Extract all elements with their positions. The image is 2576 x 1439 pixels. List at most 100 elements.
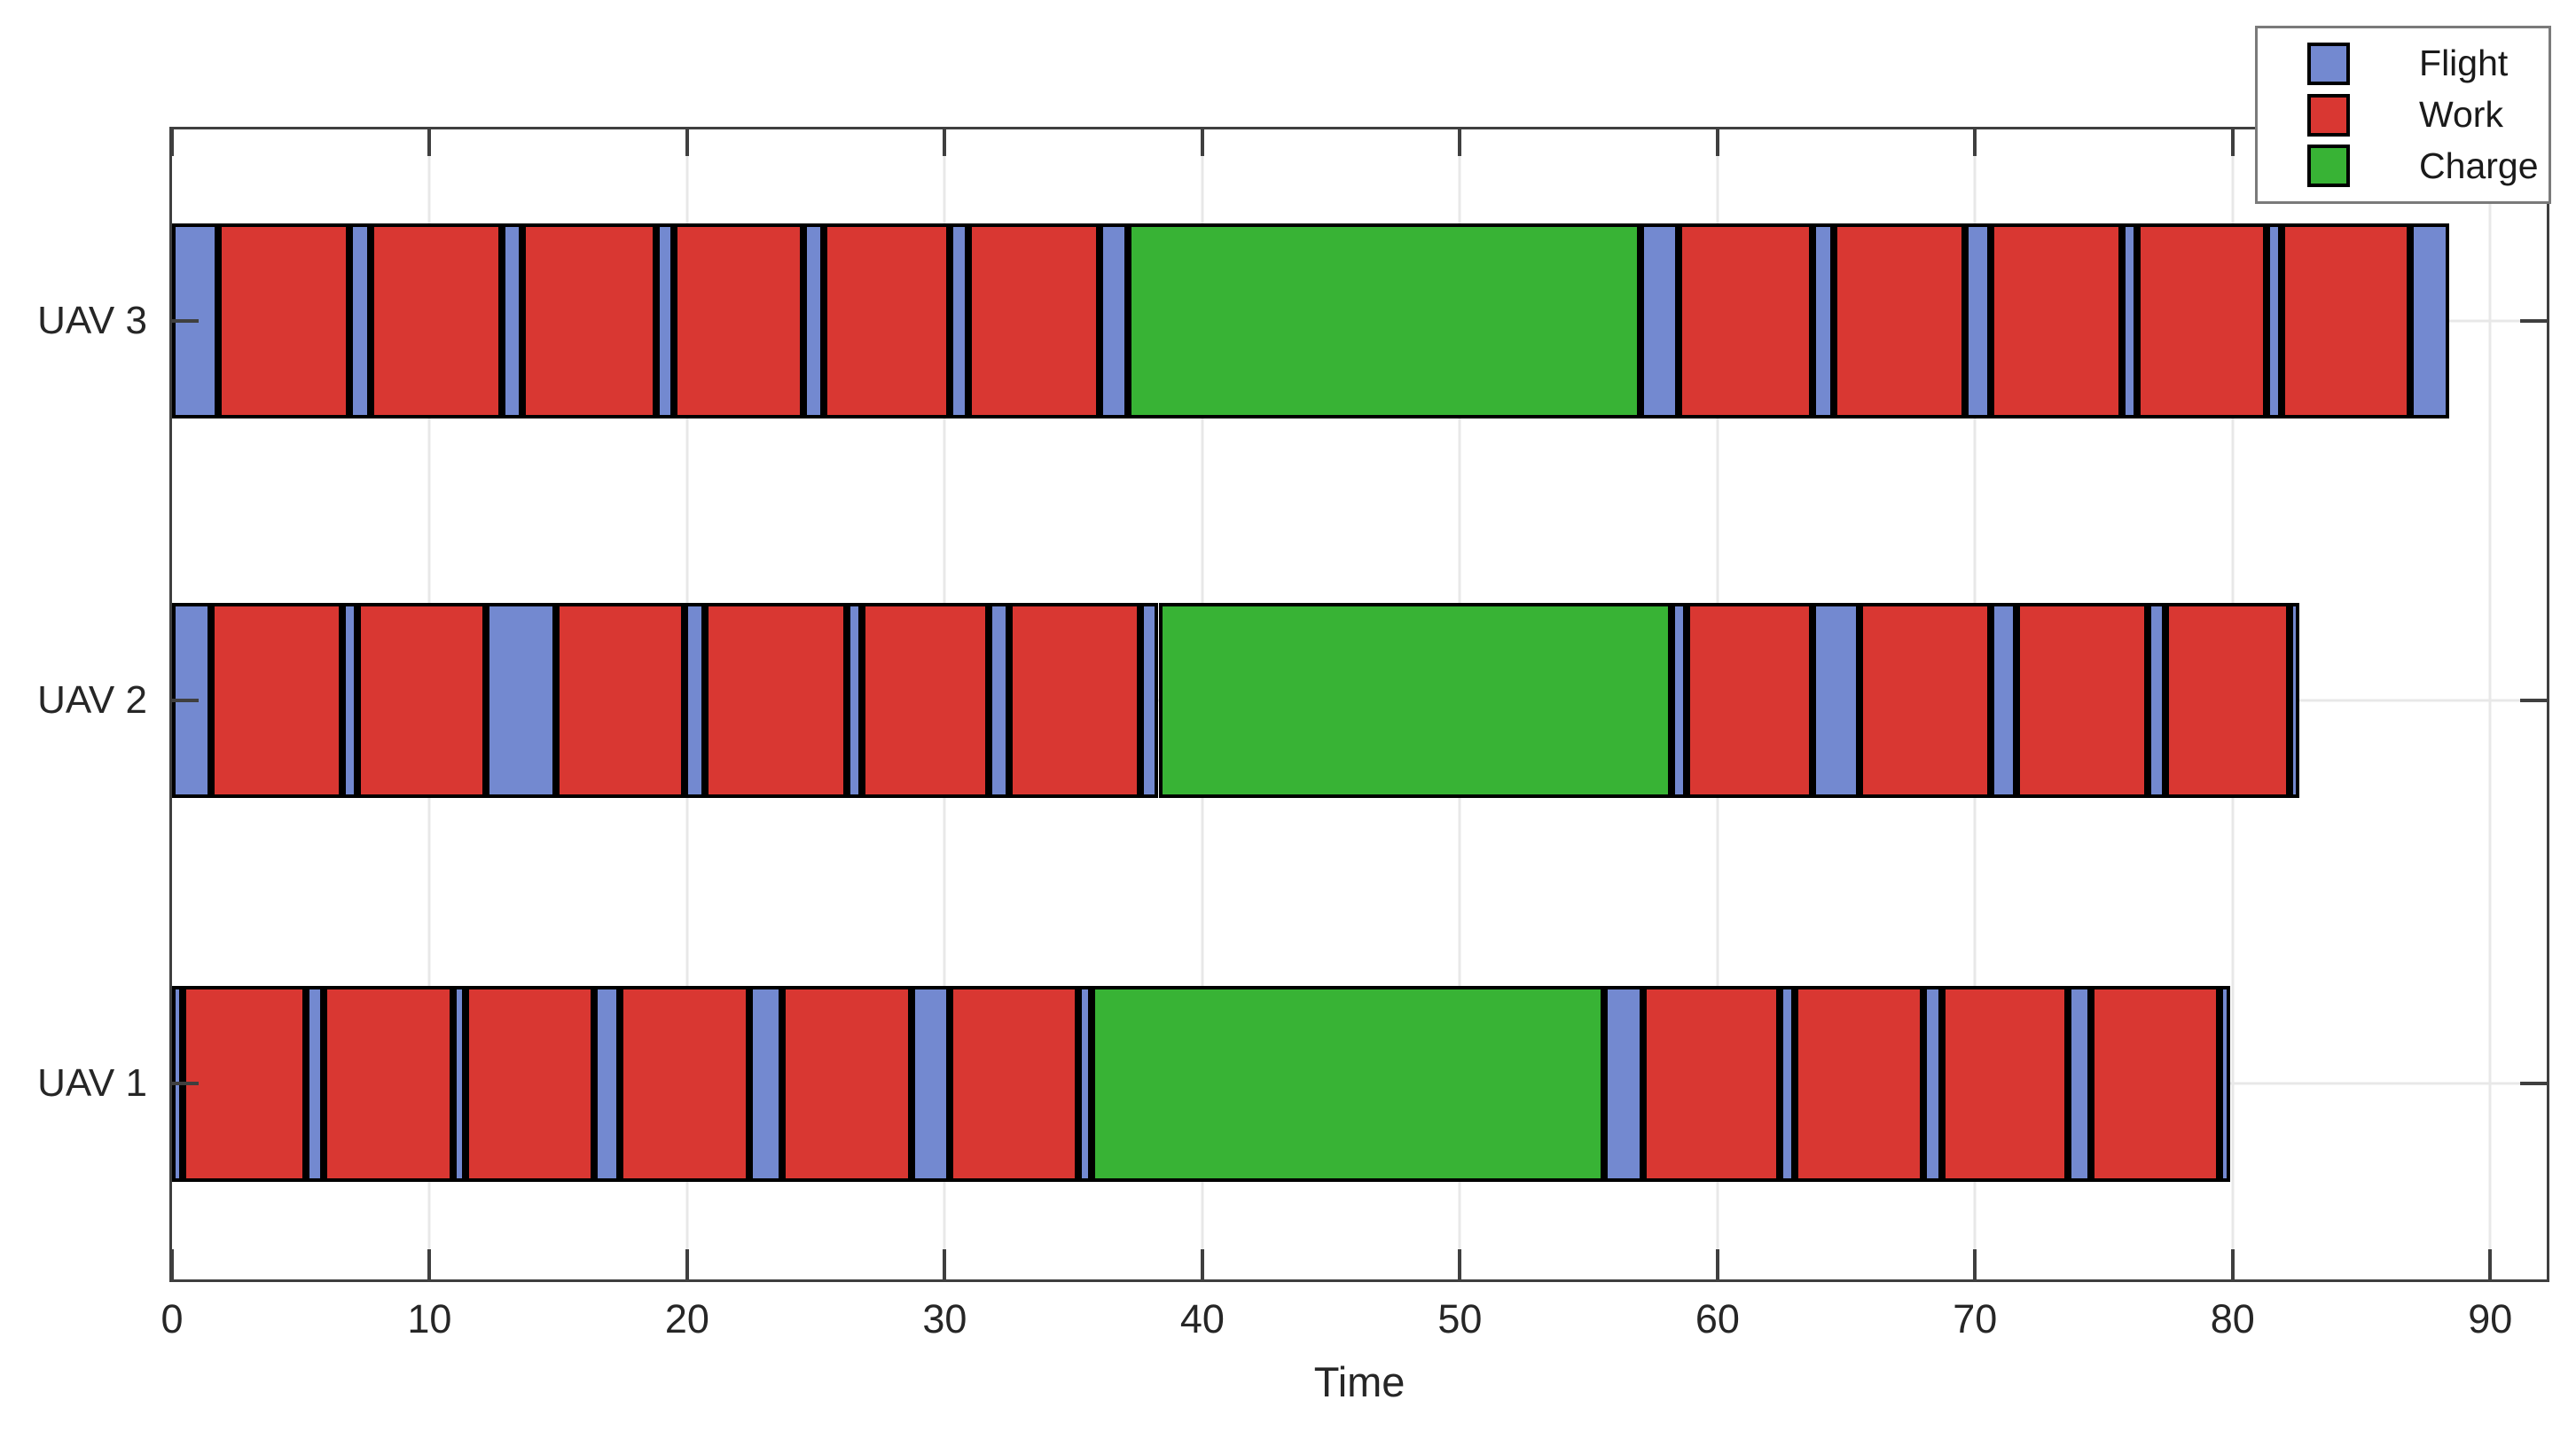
- x-tick-mark-top: [1715, 129, 1719, 156]
- x-tick-mark: [1973, 1248, 1977, 1279]
- y-tick-mark-right: [2520, 1082, 2548, 1086]
- segment-flight: [748, 986, 783, 1182]
- x-tick-label: 80: [2210, 1295, 2255, 1341]
- segment-work: [950, 986, 1079, 1182]
- segment-charge: [1127, 223, 1640, 419]
- segment-flight: [1078, 986, 1092, 1182]
- x-tick-mark: [1715, 1248, 1719, 1279]
- segment-charge: [1091, 986, 1605, 1182]
- segment-flight: [1671, 602, 1687, 799]
- segment-work: [370, 223, 502, 419]
- segment-flight: [349, 223, 371, 419]
- segment-work: [2165, 602, 2290, 799]
- x-tick-mark: [2488, 1248, 2493, 1279]
- segment-work: [466, 986, 595, 1182]
- y-tick-label-uav-1: UAV 1: [37, 1061, 147, 1106]
- segment-work: [522, 223, 657, 419]
- segment-flight: [341, 602, 358, 799]
- x-tick-mark-top: [1458, 129, 1462, 156]
- segment-flight: [847, 602, 863, 799]
- segment-flight: [1813, 602, 1860, 799]
- x-tick-mark-top: [685, 129, 689, 156]
- segment-work: [782, 986, 912, 1182]
- segment-work: [1990, 223, 2122, 419]
- segment-work: [324, 986, 453, 1182]
- legend-label-work: Work: [2419, 94, 2503, 136]
- x-tick-label: 10: [407, 1295, 452, 1341]
- segment-flight: [911, 986, 951, 1182]
- y-tick-mark-right: [2520, 318, 2548, 323]
- segment-flight: [2220, 986, 2230, 1182]
- x-tick-mark-top: [1973, 129, 1977, 156]
- segment-work: [705, 602, 847, 799]
- legend-item-work: Work: [2258, 93, 2549, 137]
- x-tick-label: 70: [1953, 1295, 1998, 1341]
- x-tick-label: 0: [161, 1295, 184, 1341]
- segment-flight: [656, 223, 675, 419]
- segment-flight: [1140, 602, 1159, 799]
- segment-work: [1859, 602, 1991, 799]
- segment-work: [674, 223, 803, 419]
- segment-work: [182, 986, 306, 1182]
- segment-work: [823, 223, 951, 419]
- segment-work: [555, 602, 685, 799]
- segment-work: [1833, 223, 1965, 419]
- plot-area: Time 0 10 20 30 40 50 60 70 80 90 UAV 3 UAV 2 UAV 1: [37, 126, 2550, 1403]
- segment-work: [620, 986, 749, 1182]
- segment-work: [210, 602, 342, 799]
- segment-flight: [1779, 986, 1795, 1182]
- segment-work: [2137, 223, 2267, 419]
- segment-flight: [1640, 223, 1679, 419]
- x-tick-mark: [943, 1248, 947, 1279]
- segment-work: [1686, 602, 1813, 799]
- x-tick-label: 20: [664, 1295, 709, 1341]
- charge-swatch-icon: [2307, 145, 2351, 188]
- segment-flight: [486, 602, 556, 799]
- segment-work: [2016, 602, 2148, 799]
- segment-flight: [1099, 223, 1128, 419]
- x-tick-mark: [685, 1248, 689, 1279]
- x-gridline: [2488, 129, 2492, 1279]
- segment-flight: [501, 223, 523, 419]
- segment-work: [967, 223, 1100, 419]
- x-tick-mark-top: [1200, 129, 1204, 156]
- y-tick-mark-left: [171, 1082, 199, 1086]
- segment-flight: [1923, 986, 1942, 1182]
- y-tick-mark-left: [171, 698, 199, 702]
- segment-flight: [1990, 602, 2016, 799]
- segment-work: [1941, 986, 2068, 1182]
- x-tick-mark: [2230, 1248, 2235, 1279]
- work-swatch-icon: [2307, 93, 2351, 137]
- legend: Flight Work Charge: [2255, 26, 2552, 205]
- segment-flight: [685, 602, 706, 799]
- y-tick-mark-right: [2520, 698, 2548, 702]
- y-tick-mark-left: [171, 318, 199, 323]
- segment-flight: [2067, 986, 2092, 1182]
- segment-work: [357, 602, 487, 799]
- segment-flight: [2266, 223, 2282, 419]
- schedule-bar-uav-2: [171, 602, 2547, 799]
- segment-work: [2281, 223, 2411, 419]
- segment-charge: [1158, 602, 1672, 799]
- flight-swatch-icon: [2307, 42, 2351, 85]
- legend-label-charge: Charge: [2419, 145, 2539, 186]
- segment-work: [2091, 986, 2220, 1182]
- schedule-bar-uav-3: [171, 223, 2547, 419]
- segment-flight: [2289, 602, 2300, 799]
- x-tick-label: 40: [1179, 1295, 1225, 1341]
- segment-flight: [2410, 223, 2449, 419]
- segment-work: [862, 602, 989, 799]
- x-tick-mark-top: [2230, 129, 2235, 156]
- x-tick-mark-top: [427, 129, 432, 156]
- legend-item-charge: Charge: [2258, 145, 2549, 188]
- x-tick-mark: [1200, 1248, 1204, 1279]
- segment-work: [1642, 986, 1780, 1182]
- x-tick-label: 30: [922, 1295, 967, 1341]
- segment-flight: [594, 986, 621, 1182]
- segment-work: [1009, 602, 1141, 799]
- x-tick-label: 50: [1437, 1295, 1483, 1341]
- segment-flight: [988, 602, 1010, 799]
- x-tick-mark-top: [943, 129, 947, 156]
- segment-flight: [2121, 223, 2138, 419]
